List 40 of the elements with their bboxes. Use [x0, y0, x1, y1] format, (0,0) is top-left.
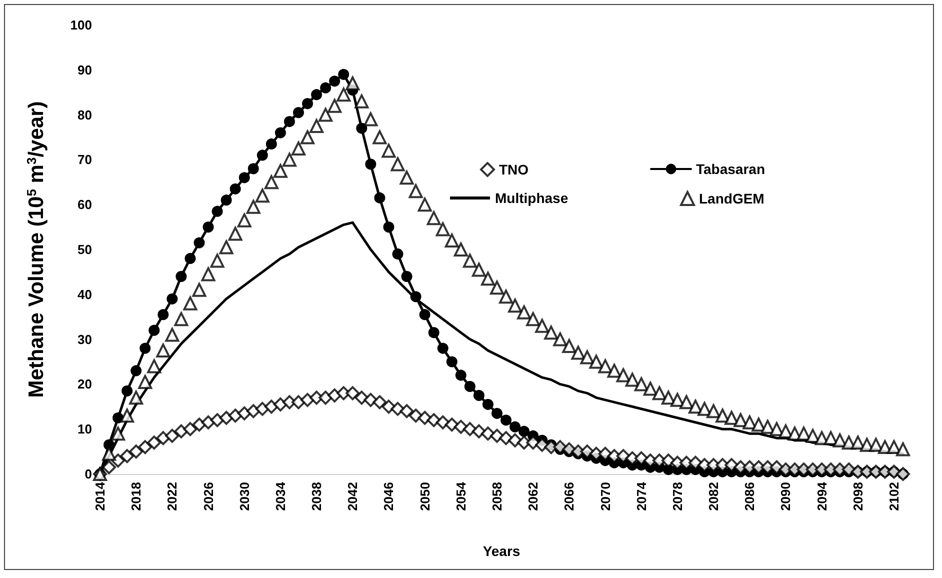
x-tick-label: 2018 — [128, 482, 144, 511]
y-tick-label: 30 — [78, 332, 92, 347]
x-tick-label: 2098 — [850, 482, 866, 511]
x-tick-label: 2058 — [489, 482, 504, 511]
legend-label: LandGEM — [699, 190, 764, 206]
x-axis-title: Years — [482, 543, 520, 559]
y-tick-label: 70 — [78, 152, 92, 168]
x-tick-label: 2094 — [814, 481, 830, 511]
x-tick-label: 2102 — [886, 482, 902, 511]
x-tick-label: 2030 — [236, 482, 252, 511]
x-tick-label: 2050 — [417, 482, 432, 511]
x-tick-label: 2038 — [309, 482, 324, 511]
x-tick-label: 2090 — [778, 482, 794, 511]
x-tick-label: 2022 — [164, 482, 180, 511]
x-tick-label: 2078 — [670, 482, 685, 511]
y-tick-label: 60 — [78, 197, 92, 212]
y-tick-label: 90 — [78, 62, 92, 78]
y-tick-label: 20 — [78, 376, 92, 392]
legend-label: Tabasaran — [696, 161, 765, 177]
y-tick-label: 10 — [78, 422, 92, 437]
legend-label: TNO — [499, 162, 529, 178]
x-tick-label: 2026 — [200, 482, 216, 511]
y-axis-title: Methane Volume (105 m3/year) — [24, 101, 48, 398]
x-tick-label: 2054 — [453, 481, 468, 511]
y-tick-label: 80 — [78, 107, 92, 122]
x-tick-label: 2074 — [634, 481, 649, 511]
x-tick-label: 2062 — [526, 482, 541, 511]
x-tick-label: 2086 — [742, 482, 758, 511]
x-tick-label: 2082 — [706, 482, 722, 511]
x-tick-label: 2046 — [381, 482, 396, 511]
y-tick-label: 50 — [78, 242, 92, 257]
x-tick-label: 2014 — [92, 481, 108, 511]
legend-label: Multiphase — [495, 190, 568, 206]
x-tick-label: 2070 — [598, 482, 613, 511]
x-tick-label: 2034 — [272, 481, 288, 511]
y-tick-label: 40 — [78, 286, 92, 302]
x-tick-label: 2042 — [345, 482, 360, 511]
y-tick-label: 0 — [84, 466, 92, 482]
y-tick-label: 100 — [70, 18, 92, 32]
x-tick-label: 2066 — [562, 482, 577, 511]
